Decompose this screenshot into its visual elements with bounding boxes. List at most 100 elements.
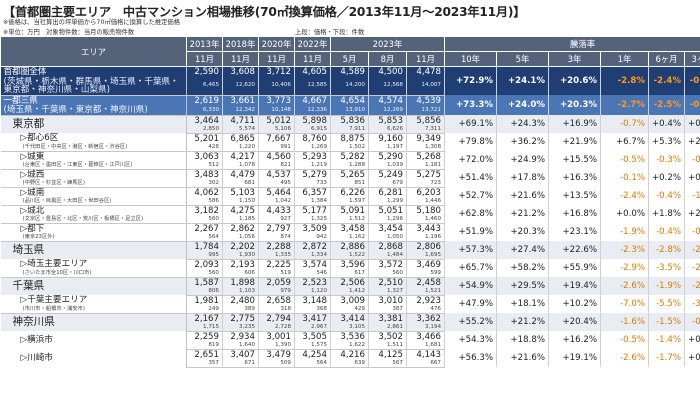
rate-cell: -2.4% bbox=[648, 66, 685, 96]
price-cell: 2,458 bbox=[406, 277, 445, 289]
count-row: (品川区・目黒区・大田区・世田谷区) 586 1,150 1,042 1,384 1,59… bbox=[0, 198, 700, 206]
count-cell: 639 bbox=[330, 360, 369, 368]
rate-cell: +36.2% bbox=[496, 133, 549, 152]
count-cell: 6,465 bbox=[186, 77, 223, 96]
price-cell: 2,202 bbox=[222, 241, 259, 253]
price-cell: 5,201 bbox=[186, 133, 223, 145]
year-header: 2020年 bbox=[258, 36, 295, 52]
price-cell: 2,872 bbox=[294, 241, 331, 253]
count-row: (茨城県・栃木県・群馬県・埼玉県・千葉県・東京都・神奈川県・山梨県) 6,465 1… bbox=[0, 77, 700, 96]
rate-cell: +65.7% bbox=[444, 259, 497, 278]
rate-cell: +5.3% bbox=[648, 133, 685, 152]
count-cell: 13,910 bbox=[330, 106, 369, 116]
area-name: ▷城東 bbox=[0, 151, 187, 163]
rate-cell: -2.6% bbox=[600, 349, 649, 368]
count-cell: 1,334 bbox=[294, 252, 331, 260]
count-row: 2,850 5,574 5,106 6,915 7,911 6,626 7,311 bbox=[1, 126, 700, 134]
price-cell: 5,898 bbox=[294, 115, 331, 127]
price-cell: 6,281 bbox=[368, 187, 407, 199]
count-cell: 560 bbox=[186, 270, 223, 278]
count-cell: 1,695 bbox=[406, 252, 445, 260]
count-cell: 12,342 bbox=[222, 106, 259, 116]
price-cell: 4,560 bbox=[258, 151, 295, 163]
price-cell: 3,483 bbox=[186, 169, 223, 181]
count-cell: 567 bbox=[368, 360, 407, 368]
count-cell: 819 bbox=[186, 342, 223, 350]
price-cell: 3,010 bbox=[368, 295, 407, 307]
count-cell: 12,568 bbox=[368, 77, 407, 96]
price-cell: 4,478 bbox=[406, 66, 445, 78]
price-cell: 2,658 bbox=[258, 295, 295, 307]
count-row: 819 1,640 1,390 1,575 1,622 1,511 1,681 bbox=[1, 342, 700, 350]
count-cell: 519 bbox=[258, 270, 295, 278]
price-cell: 4,589 bbox=[330, 66, 369, 78]
count-cell: 1,196 bbox=[406, 234, 445, 242]
price-row: 千葉県 1,587 1,898 2,059 2,523 2,506 2,510 2,458 +5… bbox=[0, 277, 700, 296]
price-cell: 4,216 bbox=[330, 349, 369, 361]
rate-group-header: 騰落率 bbox=[443, 36, 700, 52]
price-cell: 3,574 bbox=[294, 259, 331, 271]
count-row: (文京区・豊島区・北区・荒川区・板橋区・足立区) 560 1,185 927 1,325… bbox=[0, 216, 700, 224]
price-cell: 8,875 bbox=[330, 133, 369, 145]
price-cell: 2,923 bbox=[406, 295, 445, 307]
price-cell: 3,182 bbox=[186, 205, 223, 217]
count-cell: 1,325 bbox=[294, 216, 331, 224]
count-cell: 606 bbox=[222, 270, 259, 278]
rate-cell: -1.5% bbox=[648, 313, 685, 332]
price-cell: 4,479 bbox=[222, 169, 259, 181]
page-title: 【首都圏主要エリア 中古マンション相場推移(70㎡換算価格／2013年11月～2… bbox=[3, 5, 526, 19]
price-cell: 2,193 bbox=[222, 259, 259, 271]
count-cell: 2,967 bbox=[294, 324, 331, 332]
rate-cell: +20.6% bbox=[548, 66, 601, 96]
count-cell: 1,597 bbox=[330, 198, 369, 206]
price-cell: 5,464 bbox=[258, 187, 295, 199]
rate-cell: -0.3% bbox=[648, 151, 685, 170]
price-cell: 3,608 bbox=[222, 66, 259, 78]
rate-cell: +20.4% bbox=[548, 313, 601, 332]
count-cell: 1,120 bbox=[294, 288, 331, 296]
rate-cell: +10.2% bbox=[548, 295, 601, 314]
count-cell: 5,574 bbox=[222, 126, 259, 134]
count-cell: 1,522 bbox=[330, 252, 369, 260]
price-cell: 1,784 bbox=[186, 241, 223, 253]
count-cell: 1,299 bbox=[368, 198, 407, 206]
count-cell: 1,219 bbox=[294, 162, 331, 170]
count-cell: 7,311 bbox=[406, 126, 445, 134]
price-cell: 2,267 bbox=[186, 223, 223, 235]
price-cell: 3,536 bbox=[330, 331, 369, 343]
rate-cell: +21.9% bbox=[548, 133, 601, 152]
rate-cell: -1.9% bbox=[648, 277, 685, 296]
count-cell: 1,446 bbox=[406, 198, 445, 206]
rate-cell: +73.3% bbox=[444, 95, 497, 116]
rate-cell: +16.2% bbox=[548, 331, 601, 350]
price-cell: 2,506 bbox=[330, 277, 369, 289]
rate-cell: -0.4% bbox=[684, 151, 700, 170]
price-cell: 5,282 bbox=[330, 151, 369, 163]
rate-cell: +57.3% bbox=[444, 241, 497, 260]
price-cell: 4,217 bbox=[222, 151, 259, 163]
price-row: 埼玉県 1,784 2,202 2,288 2,872 2,886 2,868 2,806 +5… bbox=[0, 241, 700, 260]
count-row: (千代田区・中央区・港区・新宿区・渋谷区) 428 1,220 991 1,269 1,5… bbox=[0, 144, 700, 152]
rate-cell: +21.2% bbox=[496, 313, 549, 332]
rate-cell: +54.9% bbox=[444, 277, 497, 296]
count-cell: 991 bbox=[258, 144, 295, 152]
price-cell: 2,059 bbox=[258, 277, 295, 289]
rate-cell: +51.4% bbox=[444, 169, 497, 188]
count-cell: 12,585 bbox=[294, 77, 331, 96]
price-cell: 4,125 bbox=[368, 349, 407, 361]
price-cell: 4,433 bbox=[258, 205, 295, 217]
count-cell: 806 bbox=[186, 288, 223, 296]
count-cell: 1,056 bbox=[222, 234, 259, 242]
month-header: 11月 bbox=[258, 51, 295, 67]
count-cell: 851 bbox=[330, 180, 369, 188]
count-cell: 14,200 bbox=[330, 77, 369, 96]
count-cell: 429 bbox=[330, 306, 369, 314]
price-cell: 3,509 bbox=[294, 223, 331, 235]
area-name: 神奈川県 bbox=[0, 313, 187, 332]
rate-cell: -0.5% bbox=[600, 151, 649, 170]
rate-cell: +29.5% bbox=[496, 277, 549, 296]
year-header: 2022年 bbox=[294, 36, 331, 52]
count-cell: 1,715 bbox=[186, 324, 223, 332]
rate-cell: -2.1% bbox=[684, 277, 700, 296]
area-name: ▷城北 bbox=[0, 205, 187, 217]
